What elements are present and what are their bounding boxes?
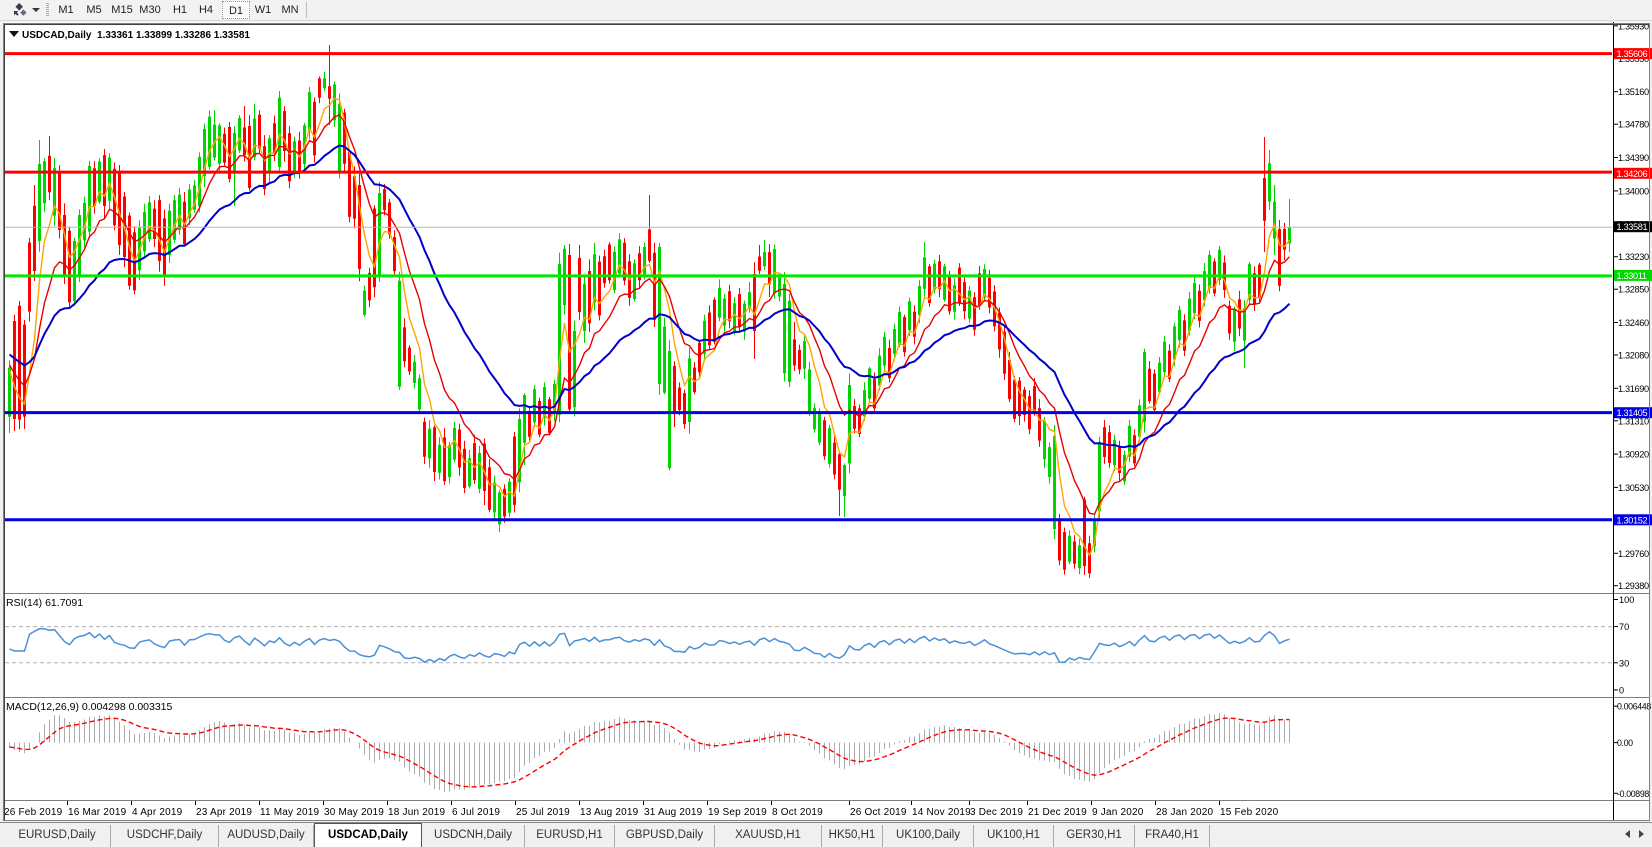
svg-text:21 Dec 2019: 21 Dec 2019 <box>1028 807 1087 818</box>
svg-text:28 Jan 2020: 28 Jan 2020 <box>1156 807 1213 818</box>
svg-text:RSI(14) 61.7091: RSI(14) 61.7091 <box>6 597 83 609</box>
svg-text:8 Oct 2019: 8 Oct 2019 <box>772 807 823 818</box>
svg-text:1.34000: 1.34000 <box>1618 186 1649 196</box>
svg-text:1.31405: 1.31405 <box>1617 408 1648 418</box>
svg-text:1.35160: 1.35160 <box>1618 87 1649 97</box>
svg-text:1.32850: 1.32850 <box>1618 285 1649 295</box>
svg-text:-0.00898: -0.00898 <box>1617 789 1649 799</box>
svg-text:9 Jan 2020: 9 Jan 2020 <box>1092 807 1144 818</box>
svg-text:1.29380: 1.29380 <box>1618 581 1649 591</box>
svg-text:15 Feb 2020: 15 Feb 2020 <box>1220 807 1279 818</box>
svg-text:25 Jul 2019: 25 Jul 2019 <box>516 807 570 818</box>
svg-text:1.33581: 1.33581 <box>1617 222 1648 232</box>
svg-text:70: 70 <box>1619 622 1629 632</box>
svg-text:1.35930: 1.35930 <box>1618 21 1649 31</box>
svg-text:1.35606: 1.35606 <box>1617 49 1648 59</box>
svg-text:11 May 2019: 11 May 2019 <box>260 807 320 818</box>
svg-text:100: 100 <box>1619 595 1634 605</box>
svg-text:1.34206: 1.34206 <box>1617 169 1648 179</box>
svg-text:0: 0 <box>1619 685 1624 695</box>
svg-text:1.31690: 1.31690 <box>1618 384 1649 394</box>
svg-text:13 Aug 2019: 13 Aug 2019 <box>580 807 639 818</box>
svg-text:14 Nov 2019: 14 Nov 2019 <box>912 807 971 818</box>
svg-text:18 Jun 2019: 18 Jun 2019 <box>388 807 445 818</box>
svg-text:30: 30 <box>1619 658 1629 668</box>
svg-text:1.32080: 1.32080 <box>1618 351 1649 361</box>
svg-text:1.29760: 1.29760 <box>1618 549 1649 559</box>
svg-text:1.34780: 1.34780 <box>1618 120 1649 130</box>
svg-text:1.30152: 1.30152 <box>1617 515 1648 525</box>
svg-text:1.34390: 1.34390 <box>1618 153 1649 163</box>
svg-text:1.33011: 1.33011 <box>1617 271 1647 281</box>
svg-text:USDCAD,Daily 1.33361 1.33899: USDCAD,Daily 1.33361 1.33899 1.33286 1.3… <box>22 30 250 41</box>
svg-text:26 Feb 2019: 26 Feb 2019 <box>4 807 63 818</box>
svg-text:MACD(12,26,9) 0.004298 0.00331: MACD(12,26,9) 0.004298 0.003315 <box>6 701 173 713</box>
svg-text:1.31310: 1.31310 <box>1618 416 1649 426</box>
svg-text:19 Sep 2019: 19 Sep 2019 <box>708 807 767 818</box>
svg-text:23 Apr 2019: 23 Apr 2019 <box>196 807 252 818</box>
svg-text:1.30920: 1.30920 <box>1618 450 1649 460</box>
svg-text:3 Dec 2019: 3 Dec 2019 <box>970 807 1023 818</box>
svg-text:1.33230: 1.33230 <box>1618 252 1649 262</box>
svg-text:26 Oct 2019: 26 Oct 2019 <box>850 807 907 818</box>
svg-text:16 Mar 2019: 16 Mar 2019 <box>68 807 127 818</box>
svg-text:4 Apr 2019: 4 Apr 2019 <box>132 807 183 818</box>
svg-text:0.006448: 0.006448 <box>1617 702 1651 712</box>
svg-text:1.32460: 1.32460 <box>1618 318 1649 328</box>
svg-text:1.30530: 1.30530 <box>1618 483 1649 493</box>
svg-text:31 Aug 2019: 31 Aug 2019 <box>644 807 703 818</box>
svg-text:6 Jul 2019: 6 Jul 2019 <box>452 807 500 818</box>
svg-text:30 May 2019: 30 May 2019 <box>324 807 384 818</box>
svg-text:0.00: 0.00 <box>1617 738 1633 748</box>
